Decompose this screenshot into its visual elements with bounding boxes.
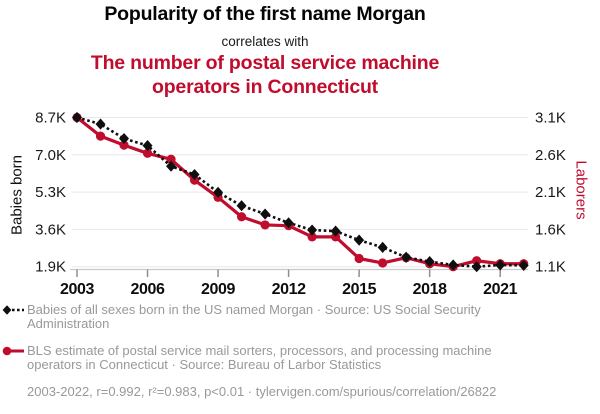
svg-text:1.6K: 1.6K: [535, 221, 566, 238]
svg-text:1.9K: 1.9K: [35, 259, 66, 276]
svg-text:7.0K: 7.0K: [35, 147, 66, 164]
legend-item-label: Babies of all sexes born in the US named…: [27, 302, 481, 331]
svg-text:3.1K: 3.1K: [535, 110, 566, 127]
solid-circle-series-icon: [2, 346, 24, 356]
right-axis-label: Laborers: [572, 160, 590, 220]
page-title: Popularity of the first name Morgan: [104, 3, 426, 25]
svg-text:2.6K: 2.6K: [535, 147, 566, 164]
legend-item: Babies of all sexes born in the US named…: [2, 303, 562, 331]
legend-item: BLS estimate of postal service mail sort…: [2, 344, 562, 372]
svg-text:2.1K: 2.1K: [535, 184, 566, 201]
svg-text:2018: 2018: [413, 281, 447, 298]
svg-text:2012: 2012: [272, 281, 306, 298]
dashed-diamond-series-icon: [2, 305, 24, 315]
stats-footnote: 2003-2022, r=0.992, r²=0.983, p<0.01 · t…: [27, 384, 497, 399]
svg-text:2015: 2015: [342, 281, 376, 298]
svg-text:3.6K: 3.6K: [35, 221, 66, 238]
svg-text:5.3K: 5.3K: [35, 184, 66, 201]
legend-item-label: BLS estimate of postal service mail sort…: [27, 343, 492, 372]
chart-header: Popularity of the first name Morgan corr…: [0, 0, 530, 99]
correlates-with-label: correlates with: [221, 34, 309, 49]
secondary-title: The number of postal service machine ope…: [90, 52, 440, 98]
svg-text:2006: 2006: [131, 281, 165, 298]
svg-text:2003: 2003: [60, 281, 94, 298]
svg-text:2009: 2009: [201, 281, 235, 298]
svg-text:1.1K: 1.1K: [535, 259, 566, 276]
left-axis-label: Babies born: [8, 154, 26, 236]
chart-legend: Babies of all sexes born in the US named…: [2, 303, 562, 399]
svg-text:2021: 2021: [483, 281, 517, 298]
svg-text:8.7K: 8.7K: [35, 110, 66, 127]
